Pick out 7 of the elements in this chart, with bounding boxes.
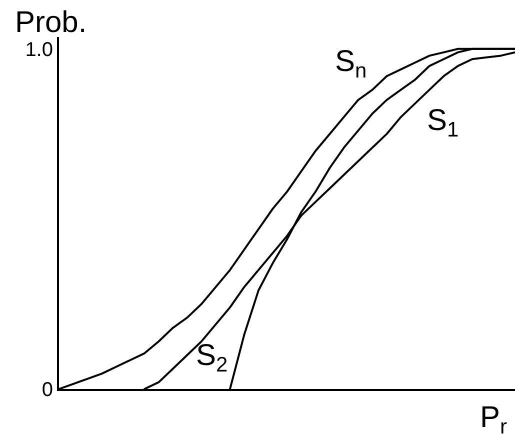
series-label: S$_{n}$ [335,45,367,82]
y-tick-label: 1.0 [25,38,53,61]
y-axis-title: Prob. [15,6,87,39]
y-tick-label: 0 [42,379,53,401]
series-label: S$_{2}$ [196,339,228,376]
series-label: S$_{1}$ [427,104,459,142]
x-axis-title: P$_{r}$ [480,401,508,435]
